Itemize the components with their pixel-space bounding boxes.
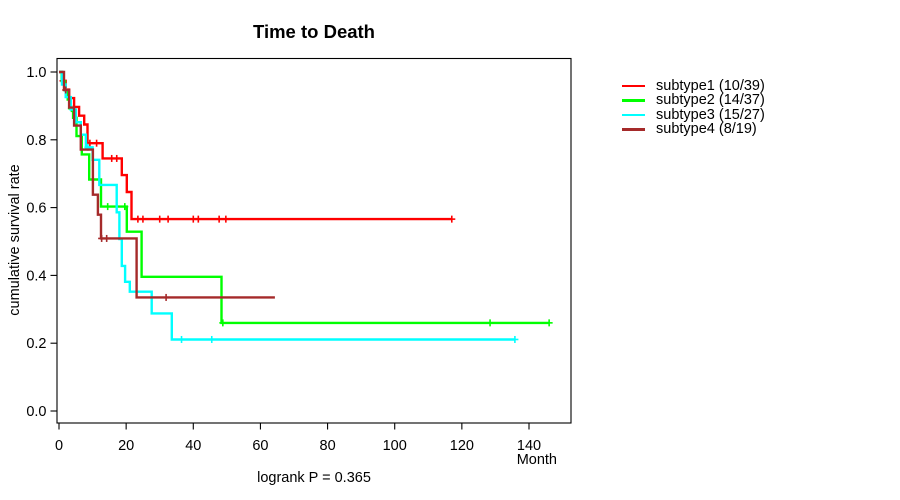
km-curve-subtype4	[59, 70, 275, 299]
logrank-annotation: logrank P = 0.365	[257, 470, 371, 486]
legend-label: subtype4 (8/19)	[656, 121, 757, 138]
km-curve-subtype3	[59, 70, 515, 341]
x-axis-title: Month	[516, 452, 557, 468]
legend-item: subtype2 (14/37)	[622, 92, 765, 109]
y-tick-label: 0.4	[26, 268, 46, 284]
y-axis-title: cumulative survival rate	[7, 164, 23, 316]
legend-label: subtype3 (15/27)	[656, 106, 765, 123]
x-tick-label: 0	[55, 438, 63, 454]
y-tick-label: 0.8	[26, 133, 46, 149]
y-tick-label: 0.6	[26, 201, 46, 217]
legend-line-swatch	[622, 128, 645, 131]
legend-line-swatch	[622, 113, 645, 117]
x-tick-label: 60	[252, 438, 268, 454]
x-tick-label: 80	[320, 438, 336, 454]
km-curve-subtype1	[59, 70, 452, 221]
legend-label: subtype2 (14/37)	[656, 92, 765, 109]
legend-line-swatch	[622, 84, 645, 88]
x-tick-label: 120	[450, 438, 474, 454]
x-tick-label: 140	[517, 438, 541, 454]
x-tick-label: 40	[185, 438, 201, 454]
y-tick-label: 0.0	[26, 404, 46, 420]
chart-title: Time to Death	[253, 21, 375, 42]
legend: subtype1 (10/39) subtype2 (14/37) subtyp…	[622, 79, 765, 137]
y-tick-label: 1.0	[26, 65, 46, 81]
legend-item: subtype3 (15/27)	[622, 106, 765, 123]
y-tick-label: 0.2	[26, 336, 46, 352]
x-tick-label: 20	[118, 438, 134, 454]
x-tick-label: 100	[383, 438, 407, 454]
legend-label: subtype1 (10/39)	[656, 78, 765, 94]
legend-item: subtype4 (8/19)	[622, 121, 765, 138]
legend-item: subtype1 (10/39)	[622, 79, 765, 93]
plot-box	[56, 57, 572, 424]
legend-line-swatch	[622, 99, 645, 102]
